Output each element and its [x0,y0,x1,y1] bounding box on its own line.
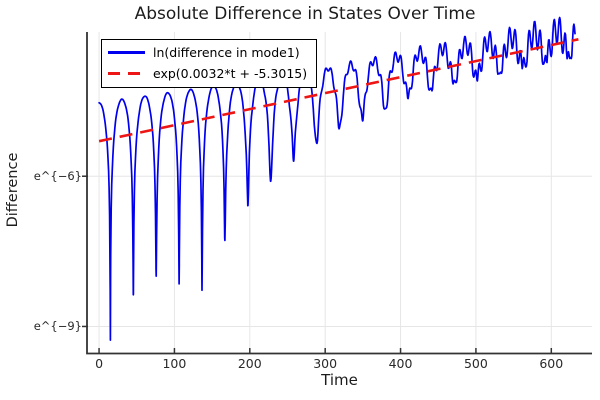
y-axis-label: Difference [5,152,21,228]
x-tick-label-600: 600 [539,356,564,371]
legend-label-blue: ln(difference in mode1) [153,45,300,60]
legend-item-red: exp(0.0032*t + -5.3015) [108,63,307,84]
x-tick-label-200: 200 [237,356,262,371]
x-tick-label-0: 0 [95,356,104,371]
legend-dashed-line-icon [108,71,145,76]
x-tick-label-100: 100 [162,356,187,371]
y-tick-label-e-9: e^{−9} [33,318,82,333]
chart-title: Absolute Difference in States Over Time [134,4,476,24]
legend-label-red: exp(0.0032*t + -5.3015) [153,66,308,81]
axes-spines [86,32,592,355]
tick-marks [82,175,553,354]
legend: ln(difference in mode1) exp(0.0032*t + -… [101,39,318,88]
series-line-exp-fit [98,38,579,143]
legend-solid-line-icon [108,51,145,54]
y-tick-label-e-6: e^{−6} [33,168,82,183]
x-axis-label: Time [321,371,358,389]
legend-item-blue: ln(difference in mode1) [108,42,307,63]
x-tick-label-400: 400 [388,356,413,371]
x-tick-label-500: 500 [463,356,488,371]
x-tick-label-300: 300 [313,356,338,371]
series-line-ln-difference [98,16,576,341]
